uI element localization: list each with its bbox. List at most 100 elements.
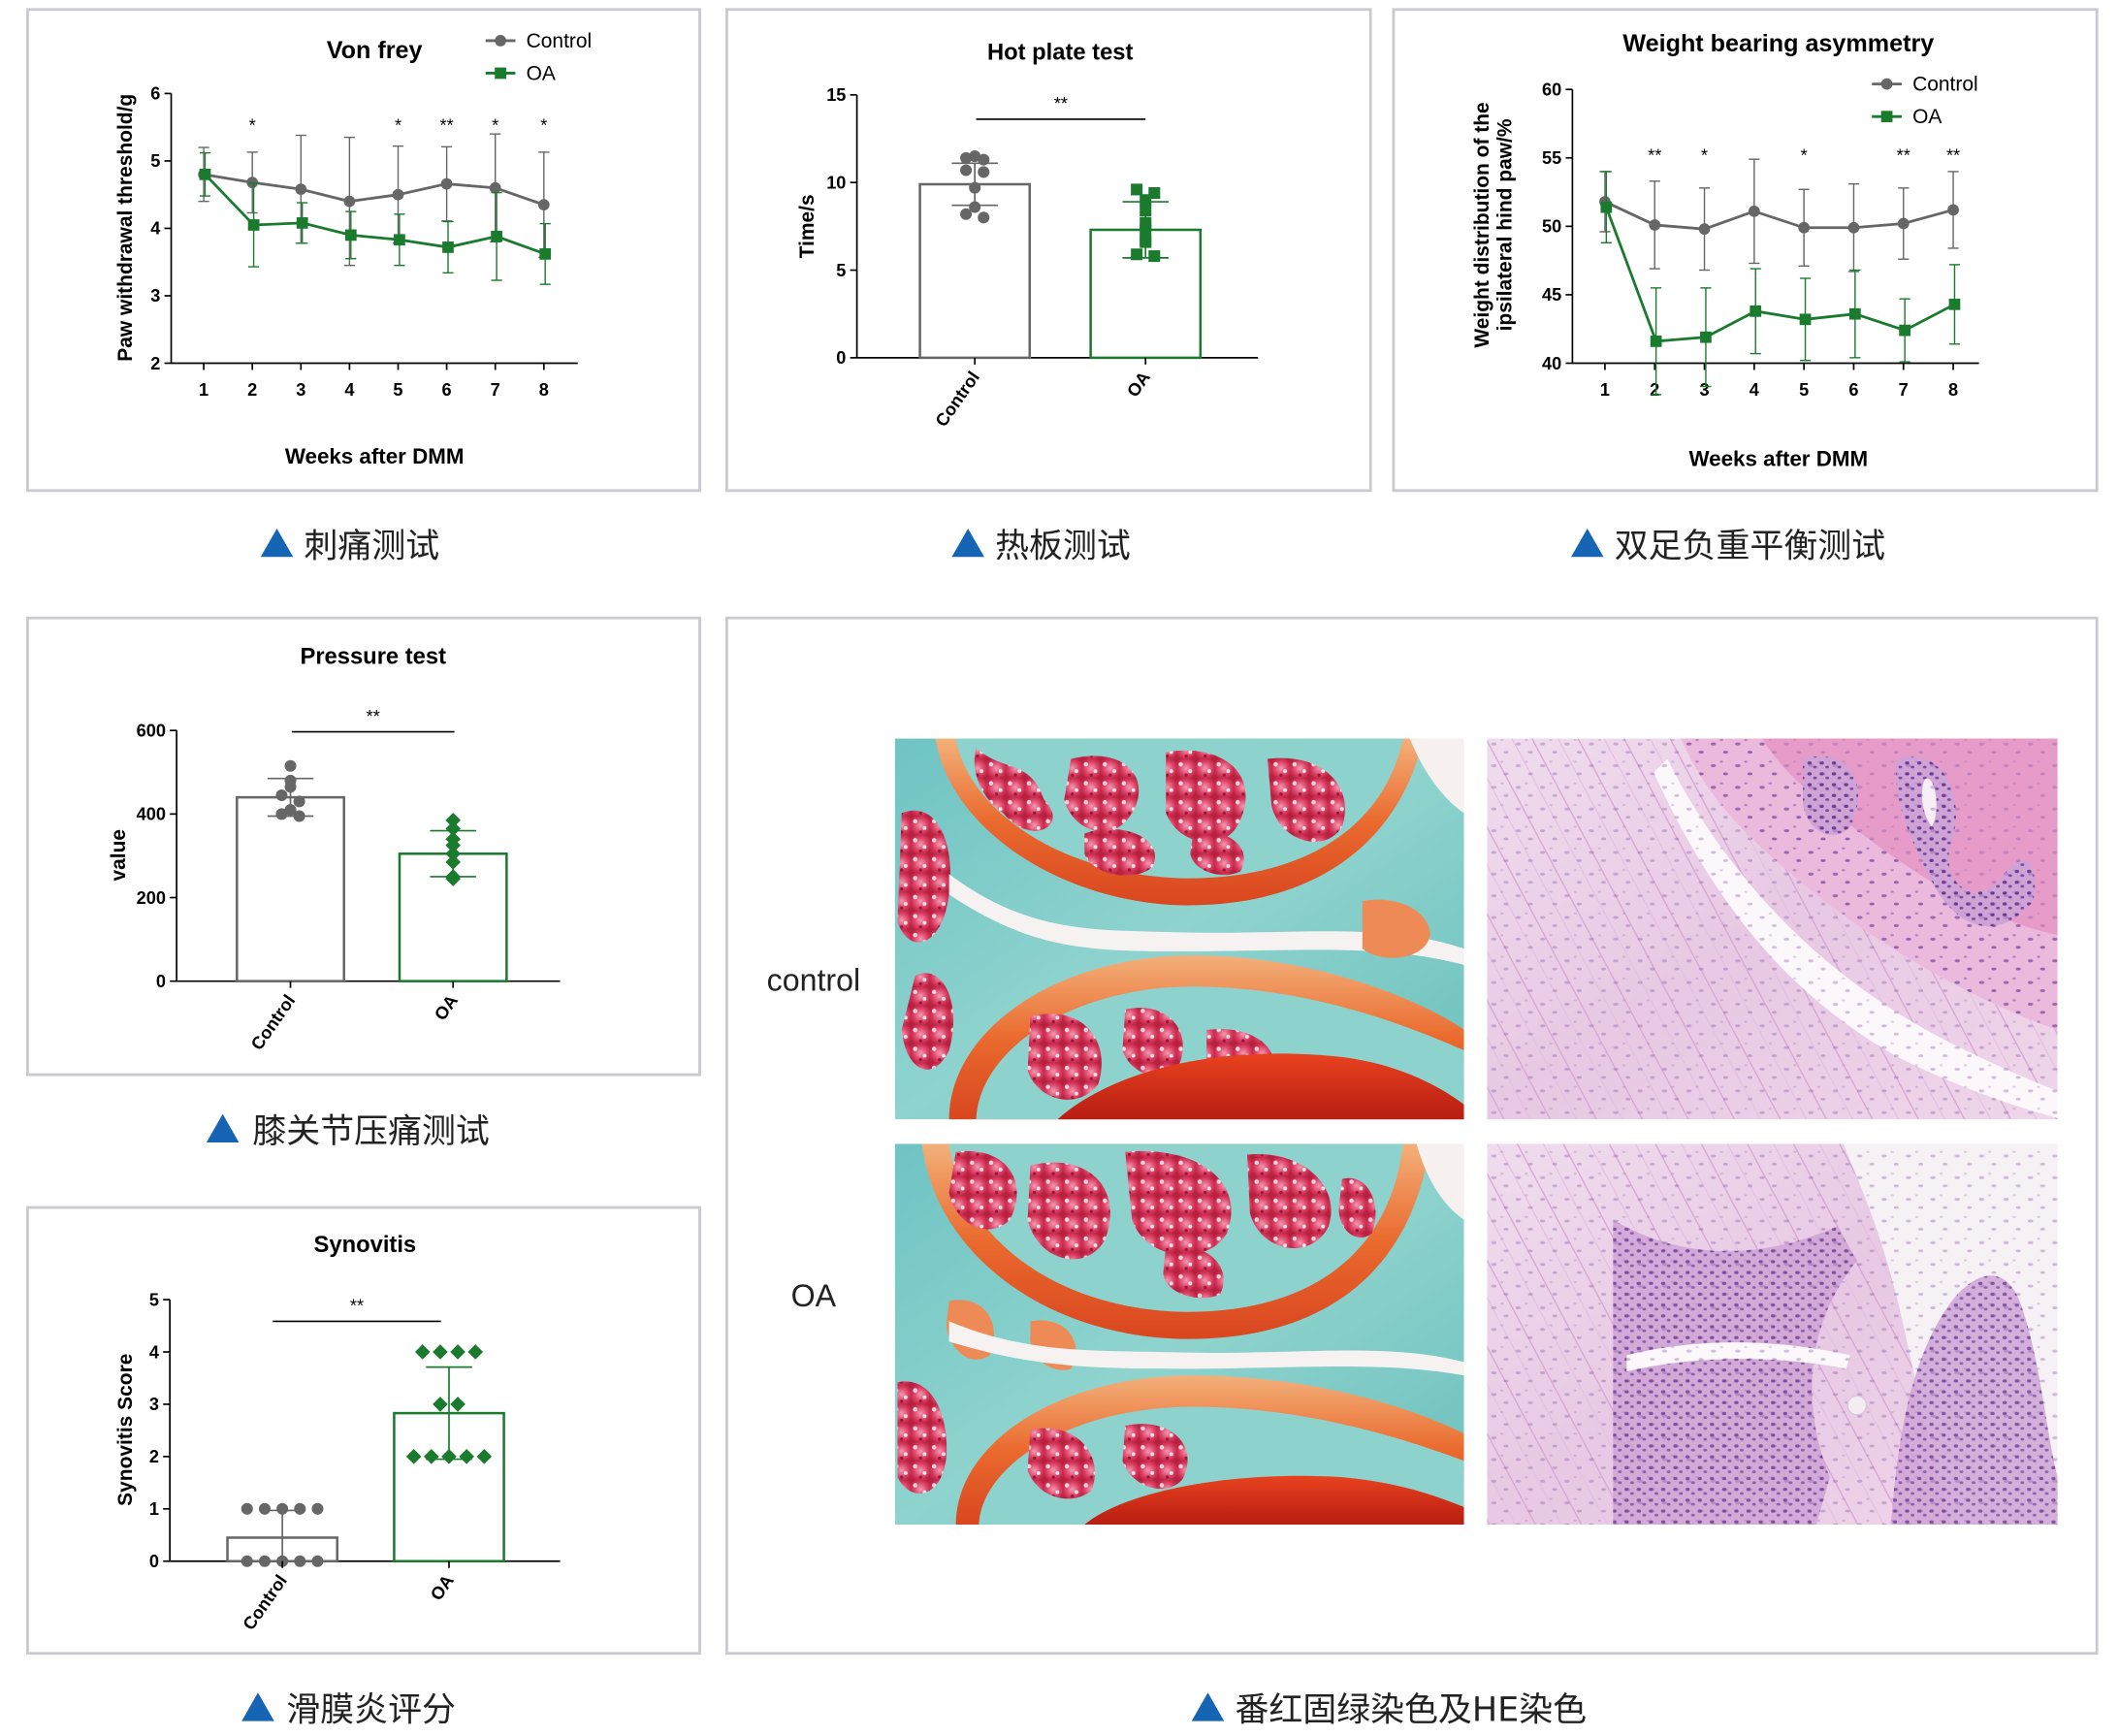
data-point [344, 229, 357, 241]
chart-title: Synovitis [314, 1232, 417, 1258]
data-point [1131, 248, 1143, 261]
data-point [445, 871, 461, 886]
y-tick-label: 4 [149, 1342, 159, 1362]
data-point [1848, 307, 1861, 320]
panel-frame-pressure [26, 616, 701, 1077]
data-point [1748, 205, 1760, 217]
y-axis-label: Time/s [796, 194, 819, 258]
x-tick-label: 7 [1899, 380, 1909, 400]
x-tick-label: OA [427, 1571, 458, 1604]
panel-frame-hot-plate [725, 8, 1372, 493]
significance-marker: ** [1648, 145, 1661, 165]
y-tick-label: 6 [150, 84, 160, 104]
data-point [311, 1555, 324, 1567]
bar-group-oa [1089, 183, 1203, 360]
y-tick-label: 55 [1542, 148, 1561, 168]
bar-group-oa [398, 812, 508, 982]
data-point [440, 177, 453, 190]
triangle-marker-icon [260, 528, 294, 558]
series-oa [1600, 171, 1961, 396]
x-tick-label: 8 [539, 380, 549, 400]
data-point [450, 1344, 466, 1360]
significance-marker: * [395, 116, 401, 136]
x-tick-label: OA [431, 991, 462, 1024]
significance-marker: ** [440, 116, 454, 136]
triangle-marker-icon [1570, 528, 1604, 558]
series-line [203, 173, 545, 207]
data-point [960, 151, 973, 164]
data-point [1948, 298, 1961, 310]
triangle-marker-icon [241, 1692, 274, 1721]
y-tick-label: 2 [150, 354, 160, 373]
x-tick-label: 2 [247, 380, 257, 400]
y-tick-label: 200 [137, 888, 166, 908]
y-axis-label: Paw withdrawal threshold/g [114, 94, 137, 362]
significance-marker: ** [1946, 145, 1960, 165]
x-tick-label: Control [240, 1571, 291, 1633]
significance-marker: ** [367, 707, 380, 726]
data-point [424, 1449, 439, 1464]
caption-staining: 番红固绿染色及HE染色 [1235, 1691, 1587, 1730]
data-point [296, 217, 308, 229]
y-axis-label: Synovitis Score [114, 1354, 137, 1506]
y-axis-label: value [108, 829, 130, 882]
triangle-marker-icon [206, 1113, 240, 1142]
data-point [392, 188, 404, 201]
significance-marker: ** [1054, 94, 1068, 113]
data-point [414, 1344, 431, 1360]
y-axis-label: Weight distribution of the [1471, 102, 1493, 347]
x-tick-label: 3 [1699, 380, 1709, 400]
y-tick-label: 4 [150, 219, 160, 239]
pressure-chart: Pressure test 0 200 400 600 value Control OA ** [108, 644, 561, 1053]
triangle-marker-icon [951, 528, 984, 558]
data-point [1140, 194, 1152, 207]
y-tick-label: 3 [150, 286, 160, 305]
x-tick-label: 8 [1948, 380, 1958, 400]
data-point [441, 1449, 457, 1464]
hot-plate-chart: Hot plate test 0 5 10 15 Time/s Control OA ** [796, 39, 1259, 431]
data-point [1700, 331, 1712, 343]
x-tick-label: 2 [1650, 380, 1659, 400]
legend-marker [495, 35, 506, 47]
y-tick-label: 0 [149, 1552, 159, 1571]
data-point [1798, 221, 1811, 234]
data-point [241, 1502, 253, 1515]
panel-frame-histology [725, 616, 2099, 1656]
data-point [284, 759, 297, 772]
x-tick-label: 6 [1848, 380, 1858, 400]
data-point [258, 1502, 271, 1515]
data-point [311, 1502, 324, 1515]
data-point [969, 150, 981, 163]
legend-label: OA [1912, 106, 1942, 128]
chart-title: Hot plate test [987, 39, 1134, 65]
histology-safranin-oa [894, 1143, 1464, 1526]
data-point [284, 804, 297, 817]
bar [236, 795, 345, 982]
data-point [294, 1502, 306, 1515]
data-point [1897, 217, 1910, 230]
data-point [969, 181, 981, 194]
chart-title: Weight bearing asymmetry [1622, 30, 1934, 57]
data-point [343, 195, 356, 208]
data-point [293, 810, 305, 822]
y-tick-label: 45 [1542, 285, 1561, 305]
triangle-marker-icon [1191, 1692, 1225, 1721]
x-tick-label: OA [1123, 368, 1154, 401]
x-tick-label: 7 [491, 380, 500, 400]
x-tick-label: 3 [296, 380, 305, 400]
legend-label: OA [527, 62, 556, 84]
data-point [1799, 313, 1812, 326]
legend-marker [1880, 111, 1893, 123]
caption-weight-bearing: 双足负重平衡测试 [1615, 527, 1885, 565]
bar-group-control [236, 759, 345, 982]
significance-marker: ** [1897, 145, 1910, 165]
y-tick-label: 40 [1542, 354, 1561, 373]
x-tick-label: 4 [344, 380, 354, 400]
data-point [247, 219, 260, 231]
x-tick-label: Control [932, 368, 983, 430]
data-point [476, 1449, 493, 1464]
bar-group-control [226, 1502, 338, 1567]
x-tick-label: 5 [393, 380, 402, 400]
data-point [275, 808, 288, 820]
